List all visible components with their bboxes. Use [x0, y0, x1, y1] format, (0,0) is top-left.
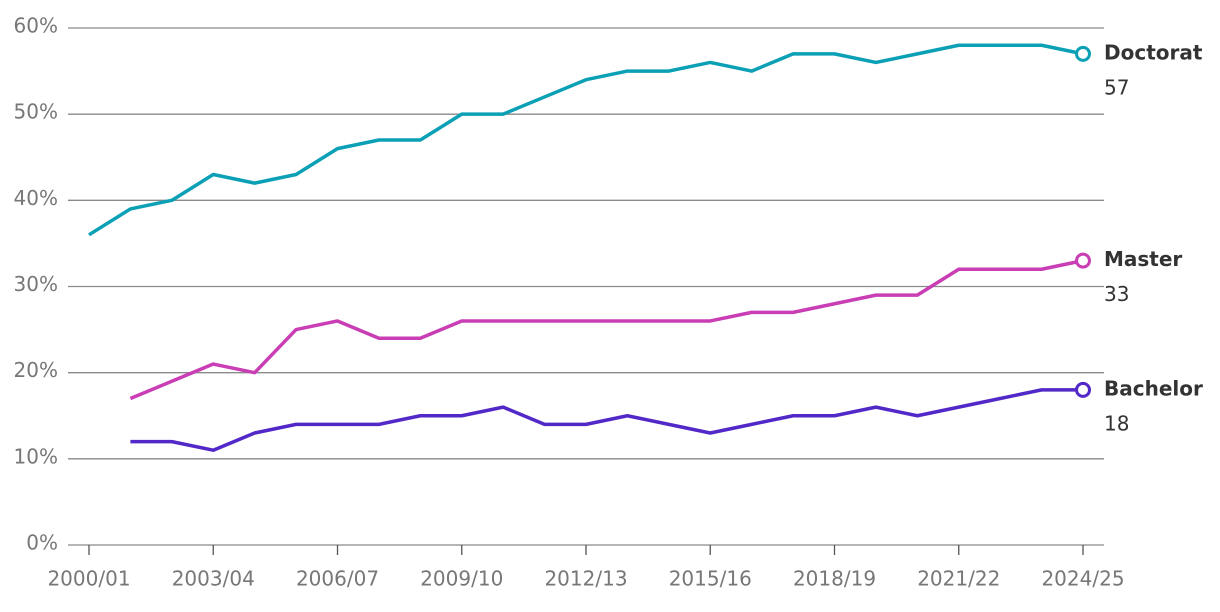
x-tick-label: 2024/25 — [1041, 567, 1124, 591]
x-tick-label: 2006/07 — [296, 567, 379, 591]
end-marker — [1075, 252, 1091, 269]
series-line — [129, 258, 1084, 401]
x-tick-label: 2003/04 — [172, 567, 255, 591]
series-name: Master — [1104, 247, 1182, 271]
value-label: 57 — [1104, 75, 1129, 99]
end-marker — [1075, 381, 1091, 398]
y-tick-label: 10% — [14, 444, 58, 468]
y-tick-label: 0% — [26, 531, 58, 555]
y-tick-label: 60% — [14, 14, 58, 38]
y-tick-label: 40% — [14, 186, 58, 210]
series-name: Doctorat — [1104, 40, 1203, 64]
x-tick-label: 2015/16 — [669, 567, 752, 591]
value-label: 33 — [1104, 282, 1129, 306]
series-line — [130, 388, 1083, 452]
series-line — [88, 43, 1084, 237]
value-label: 18 — [1104, 411, 1129, 435]
end-marker — [1075, 45, 1091, 62]
x-tick-label: 2000/01 — [47, 567, 130, 591]
x-tick-label: 2009/10 — [420, 567, 503, 591]
y-tick-label: 30% — [14, 272, 58, 296]
y-tick-label: 50% — [14, 100, 58, 124]
x-tick-label: 2018/19 — [793, 567, 876, 591]
series-name: Bachelor — [1104, 376, 1203, 400]
x-tick-label: 2012/13 — [544, 567, 627, 591]
x-tick-label: 2021/22 — [917, 567, 1000, 591]
y-tick-label: 20% — [14, 358, 58, 382]
